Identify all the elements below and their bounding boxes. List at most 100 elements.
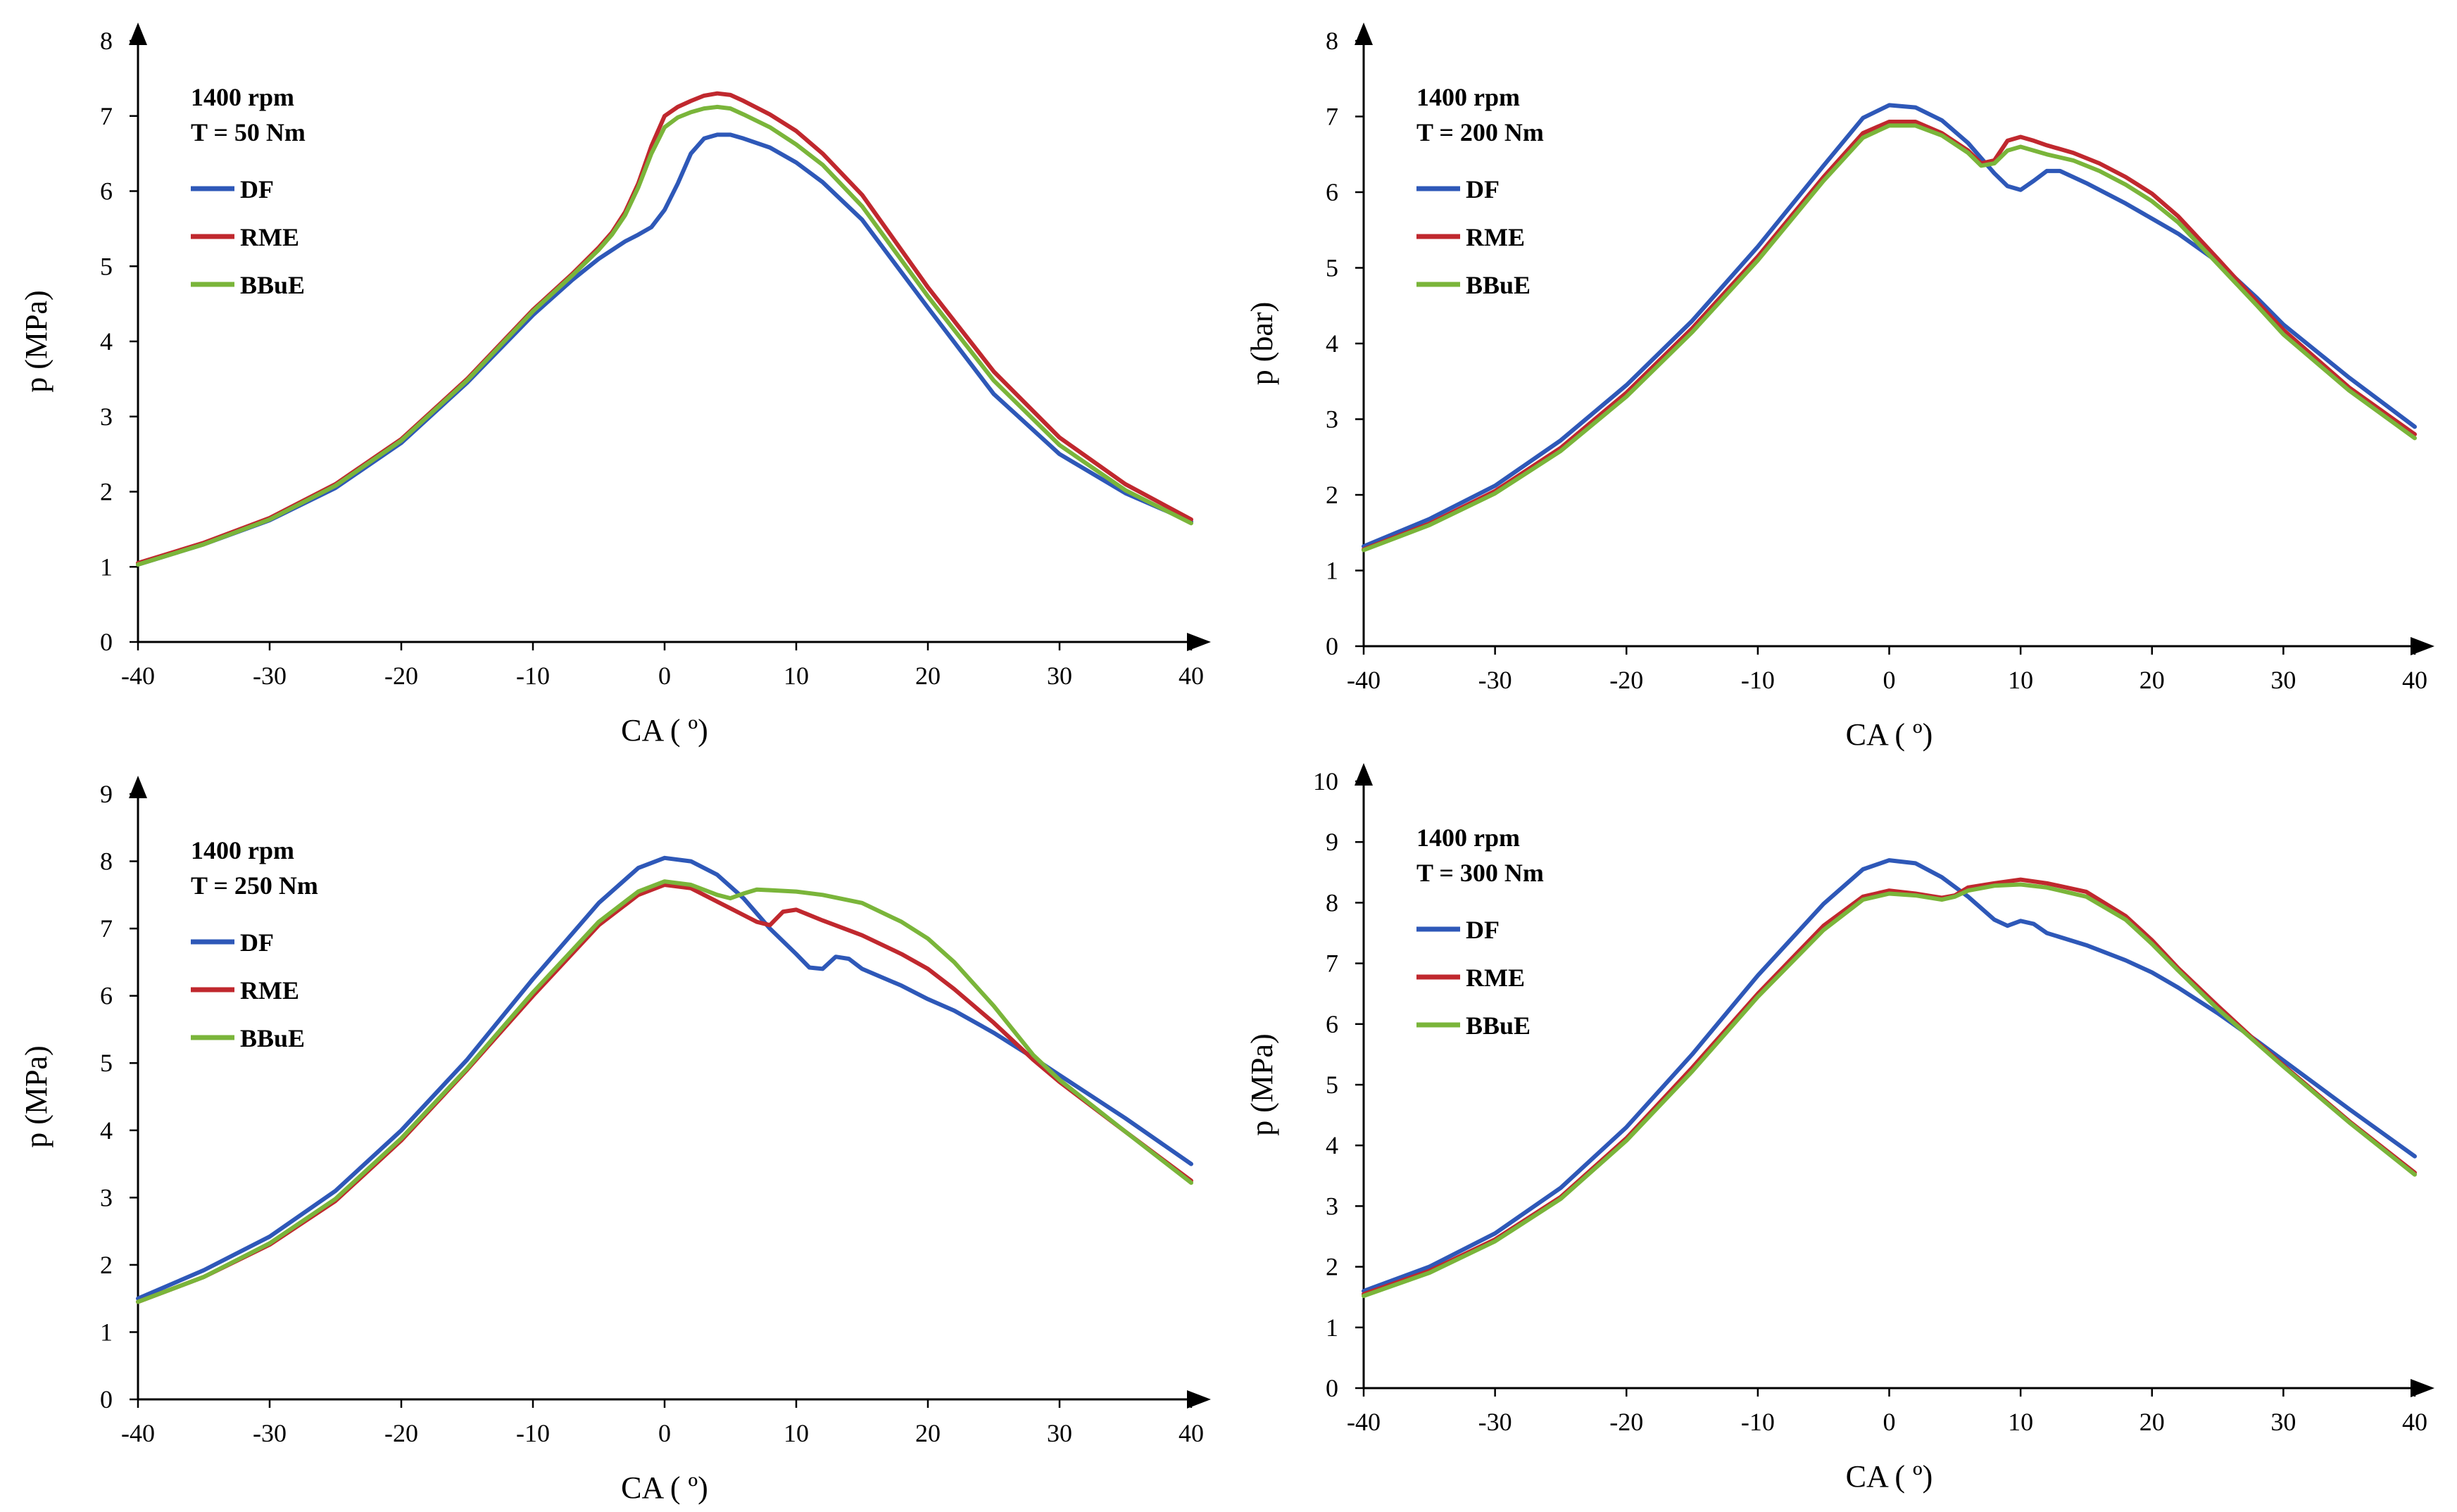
x-tick-label: -40 <box>1347 666 1381 694</box>
x-tick-label: 20 <box>915 1419 941 1447</box>
y-axis-arrow <box>1355 23 1373 45</box>
x-axis-arrow <box>1187 633 1211 651</box>
chart-panel-3: -40 -30 -20 -10 0 10 20 30 40 0 1 2 3 4 5 6 7 8 9 CA ( º) p … <box>19 776 1211 1505</box>
y-tick-label: 2 <box>100 478 113 506</box>
x-tick-label: 30 <box>1047 1419 1072 1447</box>
y-tick-label: 1 <box>1326 1313 1338 1342</box>
y-tick-label: 0 <box>1326 632 1338 660</box>
y-tick-label: 7 <box>100 102 113 130</box>
y-tick-label: 6 <box>100 982 113 1010</box>
condition-annotation: T = 50 Nm <box>191 118 306 146</box>
y-tick-label: 4 <box>1326 329 1338 358</box>
x-tick-label: 0 <box>658 1419 671 1447</box>
y-axis-title: p (MPa) <box>19 290 54 392</box>
y-tick-label: 0 <box>100 628 113 656</box>
y-tick-label: 4 <box>100 327 113 355</box>
y-tick-label: 7 <box>100 914 113 943</box>
x-tick-label: -20 <box>384 662 418 690</box>
y-tick-label: 3 <box>100 403 113 431</box>
x-tick-label: -30 <box>1478 1408 1512 1436</box>
x-tick-label: 30 <box>2270 666 2296 694</box>
x-tick-label: 20 <box>2139 666 2165 694</box>
x-tick-label: -40 <box>121 1419 155 1447</box>
x-tick-label: -30 <box>253 1419 287 1447</box>
y-tick-label: 8 <box>100 848 113 876</box>
y-tick-label: 8 <box>1326 888 1338 916</box>
series-line-bbue <box>136 104 1193 567</box>
series-line-df <box>1362 858 2417 1294</box>
legend-label-df: DF <box>1466 175 1500 203</box>
y-tick-label: 2 <box>100 1251 113 1279</box>
legend-label-rme: RME <box>1466 223 1525 251</box>
x-tick-label: -10 <box>516 662 550 690</box>
y-tick-label: 3 <box>1326 1192 1338 1220</box>
legend-label-bbue: BBuE <box>240 271 305 299</box>
legend-label-rme: RME <box>1466 964 1525 992</box>
x-tick-label: 30 <box>1047 662 1072 690</box>
y-tick-label: 6 <box>1326 178 1338 206</box>
y-tick-label: 0 <box>100 1385 113 1413</box>
x-tick-label: -10 <box>516 1419 550 1447</box>
x-axis-arrow <box>2411 1379 2434 1397</box>
x-tick-label: 40 <box>1179 1419 1204 1447</box>
legend-label-bbue: BBuE <box>1466 271 1531 299</box>
y-tick-label: 5 <box>100 252 113 280</box>
x-tick-label: -20 <box>1609 666 1643 694</box>
x-tick-label: 40 <box>2402 1408 2427 1436</box>
series-line-df <box>1362 103 2417 549</box>
series-line-bbue <box>1362 882 2417 1298</box>
legend-label-df: DF <box>240 928 274 957</box>
x-tick-label: 40 <box>2402 666 2427 694</box>
x-axis-title: CA ( º) <box>621 1470 708 1505</box>
y-axis-title: p (MPa) <box>19 1045 54 1147</box>
x-tick-label: 0 <box>1883 666 1896 694</box>
x-tick-label: -30 <box>1478 666 1512 694</box>
x-tick-label: -30 <box>253 662 287 690</box>
y-axis-arrow <box>1355 763 1373 786</box>
chart-panel-1: -40 -30 -20 -10 0 10 20 30 40 0 1 2 3 4 5 6 7 8 CA ( º) p (… <box>19 23 1211 748</box>
x-tick-label: 0 <box>658 662 671 690</box>
x-tick-label: -40 <box>121 662 155 690</box>
y-tick-label: 0 <box>1326 1374 1338 1402</box>
x-tick-label: -10 <box>1741 1408 1775 1436</box>
x-tick-label: 10 <box>784 1419 809 1447</box>
legend-label-bbue: BBuE <box>240 1024 305 1052</box>
y-tick-label: 1 <box>1326 557 1338 585</box>
legend-label-rme: RME <box>240 976 299 1004</box>
y-tick-label: 3 <box>100 1183 113 1211</box>
y-tick-label: 7 <box>1326 103 1338 131</box>
x-axis-title: CA ( º) <box>1846 1459 1933 1494</box>
condition-annotation: T = 250 Nm <box>191 871 318 900</box>
x-tick-label: -20 <box>384 1419 418 1447</box>
y-tick-label: 3 <box>1326 405 1338 434</box>
y-tick-label: 9 <box>1326 828 1338 856</box>
y-axis-arrow <box>129 776 147 798</box>
y-tick-label: 4 <box>100 1116 113 1145</box>
y-tick-label: 4 <box>1326 1131 1338 1159</box>
x-tick-label: 40 <box>1179 662 1204 690</box>
y-tick-label: 2 <box>1326 481 1338 509</box>
y-tick-label: 8 <box>100 27 113 55</box>
y-tick-label: 9 <box>100 780 113 808</box>
y-tick-label: 10 <box>1313 767 1338 795</box>
legend-label-df: DF <box>1466 916 1500 944</box>
y-tick-label: 7 <box>1326 950 1338 978</box>
legend-label-bbue: BBuE <box>1466 1012 1531 1040</box>
x-tick-label: 10 <box>2008 666 2033 694</box>
x-tick-label: 20 <box>2139 1408 2165 1436</box>
y-tick-label: 5 <box>1326 1071 1338 1099</box>
series-line-bbue <box>136 879 1193 1304</box>
x-tick-label: 20 <box>915 662 941 690</box>
legend-label-df: DF <box>240 175 274 203</box>
chart-panel-4: -40 -30 -20 -10 0 10 20 30 40 0 1 2 3 4 5 6 7 8 9 10 CA ( º)… <box>1245 763 2434 1494</box>
condition-annotation: 1400 rpm <box>1416 83 1520 111</box>
x-tick-label: -40 <box>1347 1408 1381 1436</box>
series-line-bbue <box>1362 123 2417 553</box>
y-axis-arrow <box>129 23 147 45</box>
y-tick-label: 8 <box>1326 27 1338 55</box>
condition-annotation: 1400 rpm <box>1416 824 1520 852</box>
x-tick-label: 10 <box>784 662 809 690</box>
y-tick-label: 2 <box>1326 1253 1338 1281</box>
x-axis-title: CA ( º) <box>1846 717 1933 752</box>
